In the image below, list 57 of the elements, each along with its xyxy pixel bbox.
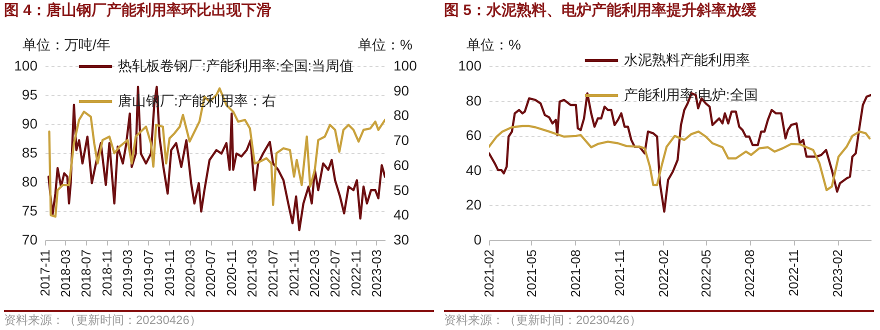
x-tick-label: 2021-05: [524, 250, 539, 298]
y2-tick-label: 70: [394, 132, 410, 148]
x-tick-label: 2022-07: [328, 250, 343, 298]
x-tick-label: 2021-08: [568, 250, 583, 298]
y-tick-label: 70: [22, 232, 38, 248]
y2-tick-label: 80: [394, 107, 410, 124]
x-tick-label: 2021-11: [612, 250, 627, 296]
y-tick-label: 95: [22, 86, 38, 102]
x-tick-label: 2021-03: [244, 250, 260, 298]
y2-tick-label: 100: [394, 58, 418, 74]
y-tick-label: 80: [466, 92, 482, 108]
y2-tick-label: 30: [394, 232, 410, 248]
x-tick-label: 2022-08: [742, 250, 758, 298]
y-tick-label: 75: [22, 202, 38, 218]
x-tick-label: 2021-02: [482, 250, 496, 298]
y-axis-title: 单位：万吨/年: [22, 36, 110, 52]
y-tick-label: 100: [458, 58, 482, 74]
y-tick-label: 40: [466, 162, 482, 178]
x-tick-label: 2022-02: [656, 250, 671, 298]
x-tick-label: 2019-11: [162, 250, 177, 296]
x-tick-label: 2018-03: [58, 250, 73, 298]
text: 资料来源：（更新时间：20230426）: [4, 310, 434, 327]
chart-title: 图 4：唐山钢厂产能利用率环比出现下滑: [3, 1, 273, 21]
x-tick-label: 2019-03: [120, 250, 136, 298]
x-tick-label: 2017-11: [38, 250, 52, 296]
y-tick-label: 20: [466, 196, 482, 213]
y2-tick-label: 50: [394, 182, 410, 198]
y-tick-label: 0: [474, 232, 482, 248]
y2-tick-label: 60: [394, 156, 410, 173]
legend-label: 热轧板卷钢厂:产能利用率:全国:当周值: [118, 58, 354, 74]
x-tick-label: 2021-11: [286, 250, 302, 296]
x-tick-label: 2020-03: [182, 250, 198, 298]
x-tick-label: 2023-02: [830, 250, 846, 298]
x-tick-label: 2022-05: [698, 250, 714, 298]
y-tick-label: 80: [22, 174, 38, 190]
y2-axis-title: 单位：%: [358, 36, 412, 52]
y-tick-label: 85: [22, 144, 38, 160]
x-tick-label: 2020-11: [224, 250, 240, 296]
legend-label: 水泥熟料产能利用率: [624, 52, 750, 68]
line-series: [489, 124, 871, 192]
y-tick-label: 90: [22, 116, 38, 132]
chart-title: 图 5：水泥熟料、电炉产能利用率提升斜率放缓: [443, 1, 758, 21]
y2-tick-label: 40: [394, 206, 410, 223]
x-tick-label: 2022-03: [306, 250, 322, 298]
y2-tick-label: 90: [394, 82, 410, 98]
x-tick-label: 2018-11: [100, 250, 115, 296]
x-tick-label: 2019-07: [140, 250, 156, 298]
x-tick-label: 2020-07: [203, 250, 218, 298]
x-tick-label: 2023-03: [368, 250, 384, 298]
x-tick-label: 2021-07: [265, 250, 280, 298]
x-tick-label: 2022-11: [348, 250, 364, 296]
y-axis-title: 单位：%: [466, 36, 521, 52]
text: 资料来源：（更新时间：20230426）: [444, 310, 874, 327]
y-tick-label: 100: [14, 58, 38, 74]
y-tick-label: 60: [466, 127, 482, 144]
x-tick-label: 2018-07: [78, 250, 94, 298]
x-tick-label: 2022-11: [786, 250, 802, 296]
